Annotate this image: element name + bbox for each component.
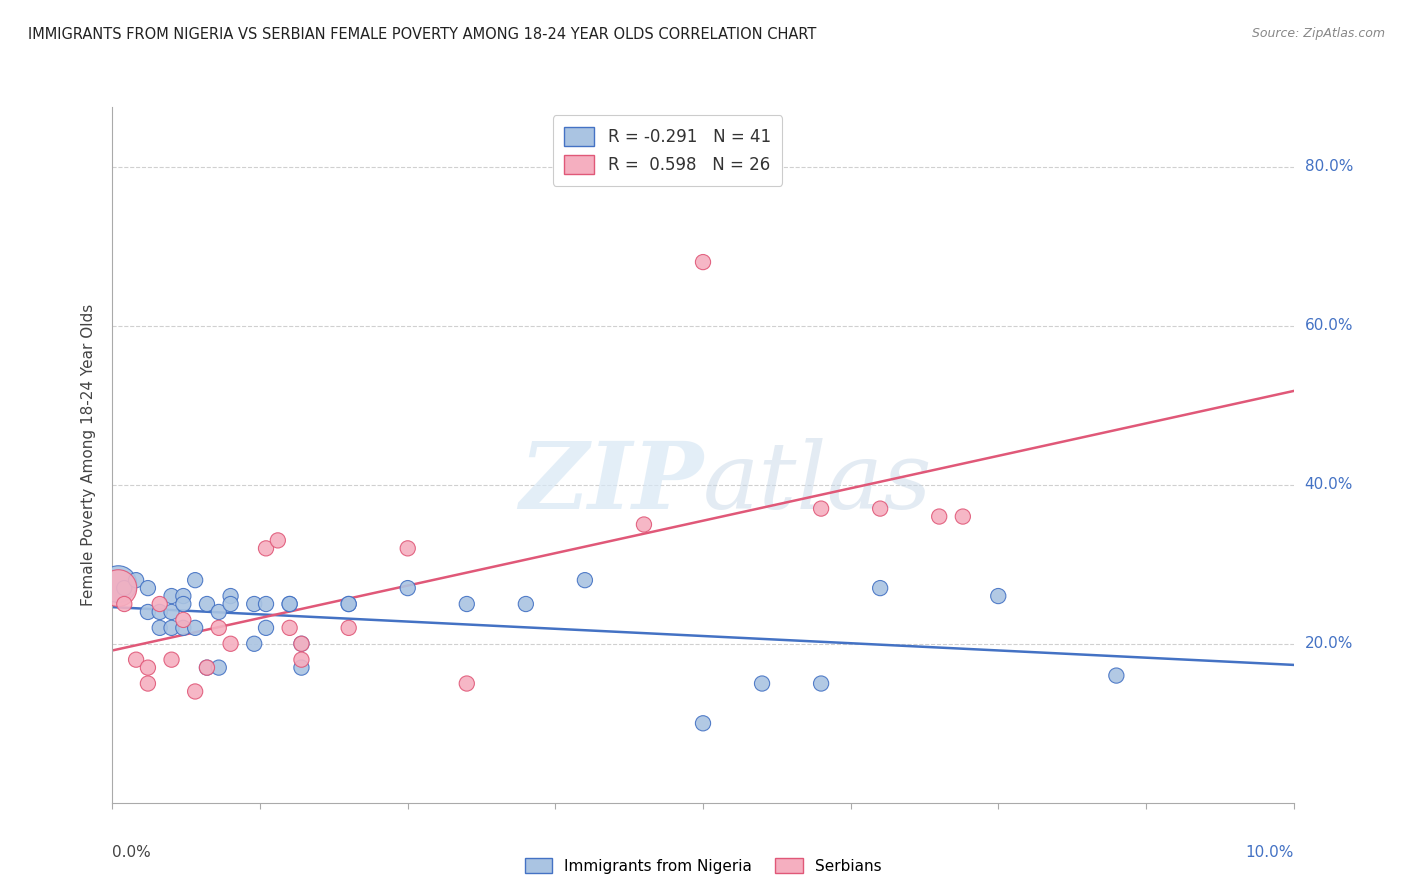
Point [160, 621, 183, 635]
Point [208, 660, 231, 674]
Point [184, 573, 207, 587]
Point [290, 637, 312, 651]
Point [456, 676, 478, 690]
Point [125, 573, 148, 587]
Point [112, 597, 135, 611]
Text: atlas: atlas [703, 438, 932, 528]
Text: 0.0%: 0.0% [112, 845, 152, 860]
Point [869, 501, 891, 516]
Point [125, 653, 148, 667]
Point [136, 605, 159, 619]
Point [195, 597, 218, 611]
Y-axis label: Female Poverty Among 18-24 Year Olds: Female Poverty Among 18-24 Year Olds [80, 304, 96, 606]
Point [219, 589, 242, 603]
Point [136, 660, 159, 674]
Point [337, 597, 360, 611]
Point [149, 605, 172, 619]
Text: 40.0%: 40.0% [1305, 477, 1353, 492]
Point [396, 581, 419, 595]
Point [810, 676, 832, 690]
Point [928, 509, 950, 524]
Text: 60.0%: 60.0% [1305, 318, 1353, 334]
Point [184, 621, 207, 635]
Point [267, 533, 290, 548]
Point [1105, 668, 1128, 682]
Point [869, 581, 891, 595]
Point [184, 684, 207, 698]
Text: Source: ZipAtlas.com: Source: ZipAtlas.com [1251, 27, 1385, 40]
Point [149, 621, 172, 635]
Text: 80.0%: 80.0% [1305, 159, 1353, 174]
Point [195, 660, 218, 674]
Point [254, 621, 277, 635]
Point [633, 517, 655, 532]
Point [172, 589, 194, 603]
Point [112, 581, 135, 595]
Point [219, 597, 242, 611]
Point [278, 597, 301, 611]
Point [243, 637, 266, 651]
Point [254, 597, 277, 611]
Point [107, 577, 129, 591]
Point [254, 541, 277, 556]
Point [290, 660, 312, 674]
Point [987, 589, 1010, 603]
Text: 20.0%: 20.0% [1305, 636, 1353, 651]
Point [160, 589, 183, 603]
Point [692, 255, 714, 269]
Point [337, 621, 360, 635]
Point [149, 597, 172, 611]
Point [290, 653, 312, 667]
Point [456, 597, 478, 611]
Point [574, 573, 596, 587]
Point [160, 653, 183, 667]
Text: IMMIGRANTS FROM NIGERIA VS SERBIAN FEMALE POVERTY AMONG 18-24 YEAR OLDS CORRELAT: IMMIGRANTS FROM NIGERIA VS SERBIAN FEMAL… [28, 27, 817, 42]
Legend: Immigrants from Nigeria, Serbians: Immigrants from Nigeria, Serbians [519, 852, 887, 880]
Legend: R = -0.291   N = 41, R =  0.598   N = 26: R = -0.291 N = 41, R = 0.598 N = 26 [553, 115, 783, 186]
Point [243, 597, 266, 611]
Point [290, 637, 312, 651]
Point [219, 637, 242, 651]
Point [396, 541, 419, 556]
Point [692, 716, 714, 731]
Point [208, 605, 231, 619]
Point [515, 597, 537, 611]
Point [810, 501, 832, 516]
Point [160, 605, 183, 619]
Point [136, 676, 159, 690]
Point [195, 660, 218, 674]
Point [136, 581, 159, 595]
Text: ZIP: ZIP [519, 438, 703, 528]
Point [172, 597, 194, 611]
Text: 10.0%: 10.0% [1246, 845, 1294, 860]
Point [751, 676, 773, 690]
Point [107, 581, 129, 595]
Point [278, 597, 301, 611]
Point [172, 613, 194, 627]
Point [952, 509, 974, 524]
Point [208, 621, 231, 635]
Point [278, 621, 301, 635]
Point [337, 597, 360, 611]
Point [172, 621, 194, 635]
